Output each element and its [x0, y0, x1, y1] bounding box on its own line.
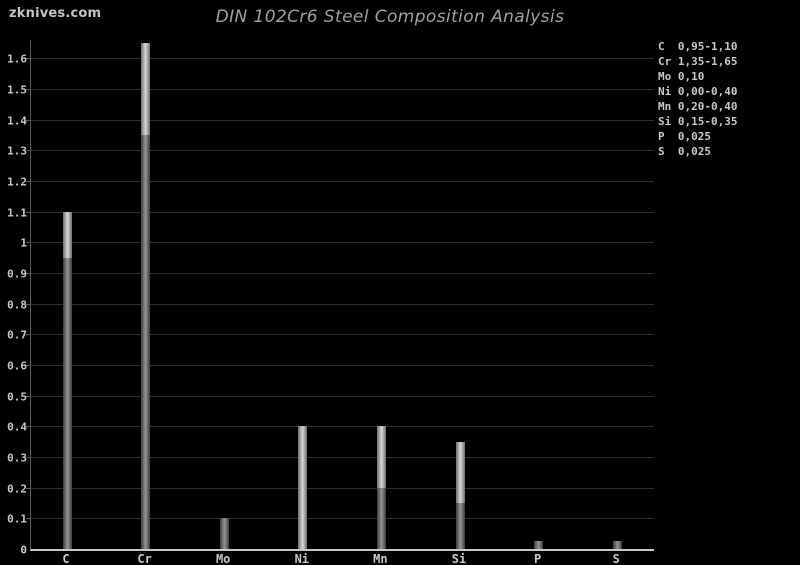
bar-Ni: [298, 426, 308, 549]
bar-range-C: [62, 211, 72, 258]
gridline: [31, 426, 654, 428]
x-axis-label-Mo: Mo: [215, 552, 231, 565]
bar-Mo: [219, 518, 229, 549]
y-tick-label: 0.6: [7, 359, 27, 373]
gridline: [31, 273, 654, 275]
y-tick-label: 1: [20, 236, 27, 250]
y-tick-mark: [26, 303, 31, 305]
y-tick-mark: [26, 242, 31, 244]
y-tick-label: 1.5: [7, 83, 27, 97]
y-tick-label: 0.9: [7, 267, 27, 281]
y-tick-mark: [26, 181, 31, 183]
y-tick-label: 0.2: [7, 482, 27, 496]
gridline: [31, 487, 654, 489]
legend-entry: S 0,025: [658, 145, 711, 158]
legend-entry: P 0,025: [658, 130, 711, 143]
x-axis-label-Cr: Cr: [137, 552, 152, 565]
legend-entry: C 0,95-1,10: [658, 40, 738, 53]
bar-Si: [455, 441, 465, 549]
y-tick-mark: [26, 89, 31, 91]
bar-range-Si: [455, 441, 465, 503]
plot-area: [30, 40, 654, 551]
bar-range-Ni: [298, 426, 308, 549]
y-tick-label: 1.4: [7, 114, 27, 128]
y-tick-label: 0: [20, 543, 27, 557]
y-tick-mark: [26, 518, 31, 520]
x-axis-label-P: P: [533, 552, 542, 565]
y-tick-label: 0.3: [7, 451, 27, 465]
gridline: [31, 211, 654, 213]
legend-entry: Mo 0,10: [658, 70, 705, 83]
bar-Cr: [141, 43, 151, 549]
gridline: [31, 119, 654, 121]
y-tick-mark: [26, 273, 31, 275]
bar-C: [62, 211, 72, 549]
bar-range-Cr: [141, 43, 151, 136]
bar-range-Mn: [376, 426, 386, 488]
bar-Mn: [376, 426, 386, 549]
gridline: [31, 334, 654, 336]
watermark: zknives.com: [9, 6, 102, 21]
y-tick-mark: [26, 119, 31, 121]
x-axis-label-Ni: Ni: [294, 552, 310, 565]
y-tick-mark: [26, 457, 31, 458]
bar-S: [612, 541, 622, 549]
y-tick-label: 1.2: [7, 175, 27, 189]
y-tick-label: 0.1: [7, 512, 27, 526]
y-tick-mark: [26, 395, 31, 397]
y-tick-mark: [26, 487, 31, 489]
x-axis-label-S: S: [612, 552, 620, 565]
legend: C 0,95-1,10 Cr 1,35-1,65 Mo 0,10 Ni 0,00-0,…: [658, 39, 737, 159]
gridline: [31, 89, 654, 91]
gridline: [31, 181, 654, 183]
gridline: [31, 242, 654, 244]
legend-entry: Ni 0,00-0,40: [658, 85, 738, 98]
y-tick-label: 1.1: [7, 206, 27, 220]
gridline: [31, 395, 654, 397]
y-tick-label: 1.3: [7, 144, 27, 158]
y-tick-mark: [26, 211, 31, 213]
y-tick-label: 1.6: [7, 52, 27, 66]
y-tick-label: 0.7: [7, 328, 27, 342]
bar-P: [534, 541, 544, 549]
gridline: [31, 518, 654, 520]
y-tick-label: 0.8: [7, 298, 27, 312]
y-tick-label: 0.4: [7, 420, 27, 434]
gridline: [31, 365, 654, 367]
x-axis-label-C: C: [62, 552, 70, 565]
gridline: [31, 457, 654, 458]
legend-entry: Mn 0,20-0,40: [658, 100, 738, 113]
x-axis-label-Mn: Mn: [373, 552, 388, 565]
y-tick-mark: [26, 58, 31, 60]
y-tick-mark: [26, 426, 31, 428]
y-tick-label: 0.5: [7, 390, 27, 404]
gridline: [31, 303, 654, 305]
chart-title: DIN 102Cr6 Steel Composition Analysis: [215, 7, 565, 27]
y-tick-mark: [26, 150, 31, 152]
legend-entry: Cr 1,35-1,65: [658, 55, 738, 68]
legend-entry: Si 0,15-0,35: [658, 115, 738, 128]
gridline: [31, 150, 654, 152]
y-tick-mark: [26, 334, 31, 336]
y-tick-mark: [26, 365, 31, 367]
x-axis-label-Si: Si: [451, 552, 467, 565]
gridline: [31, 58, 654, 60]
